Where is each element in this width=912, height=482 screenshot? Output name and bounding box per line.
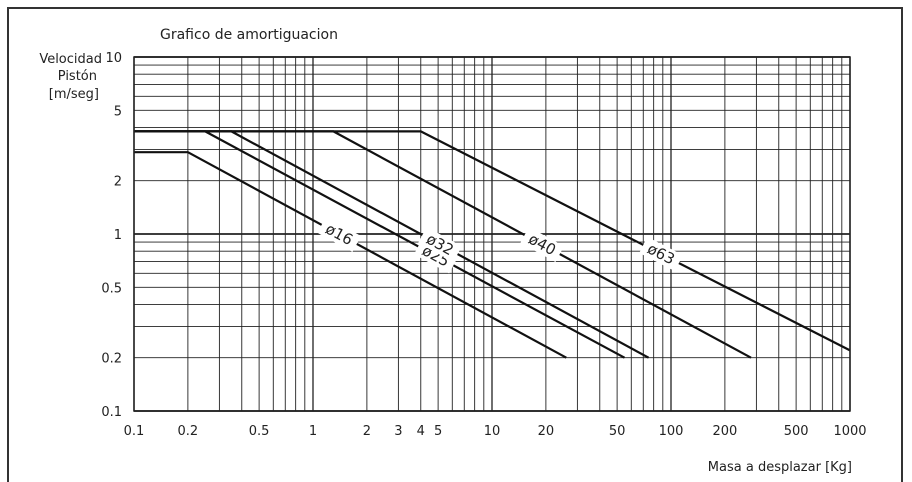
grid-layer (133, 56, 851, 412)
series-label-background (413, 238, 458, 274)
x-tick-label: 1000 (833, 424, 866, 439)
x-tick-label: 5 (434, 424, 442, 439)
series-label-background (317, 216, 362, 252)
y-axis-label-line-1: Velocidad (39, 52, 102, 67)
y-axis-label-line-2: Pistón (58, 69, 97, 84)
x-axis-label: Masa a desplazar [Kg] (708, 460, 852, 475)
y-tick-label: 1 (114, 228, 122, 243)
y-tick-label: 10 (105, 51, 122, 66)
y-tick-label: 0.1 (101, 405, 122, 420)
series-line (134, 130, 851, 352)
x-tick-label: 20 (538, 424, 555, 439)
x-tick-label: 50 (609, 424, 626, 439)
x-tick-label: 1 (309, 424, 317, 439)
series-label: ø40 (520, 227, 565, 262)
series-label-background (639, 236, 684, 272)
tick-label-layer: 0.1 0.2 0.5 1 2 3 4 5 10 20 50 100 200 500 10000.10.20… (101, 51, 866, 439)
x-tick-label: 4 (417, 424, 425, 439)
series-label-background (418, 227, 462, 262)
x-tick-label: 2 (363, 424, 371, 439)
y-tick-label: 0.5 (101, 281, 122, 296)
x-tick-label: 500 (784, 424, 809, 439)
chart-title: Grafico de amortiguacion (160, 27, 338, 43)
series-line (134, 151, 567, 359)
x-tick-label: 100 (659, 424, 684, 439)
plot-area-border (133, 56, 851, 412)
y-tick-label: 0.2 (101, 352, 122, 367)
x-tick-label: 0.5 (249, 424, 270, 439)
x-tick-label: 3 (394, 424, 402, 439)
series-label: ø16 (317, 216, 362, 252)
x-tick-label: 0.2 (178, 424, 199, 439)
y-tick-label: 5 (114, 104, 122, 119)
chart-border (7, 7, 903, 482)
x-tick-label: 200 (712, 424, 737, 439)
series-label-background (520, 227, 565, 262)
y-tick-label: 2 (114, 175, 122, 190)
x-tick-label: 0.1 (124, 424, 145, 439)
y-axis-label-line-3: [m/seg] (49, 87, 99, 102)
x-tick-label: 10 (484, 424, 501, 439)
